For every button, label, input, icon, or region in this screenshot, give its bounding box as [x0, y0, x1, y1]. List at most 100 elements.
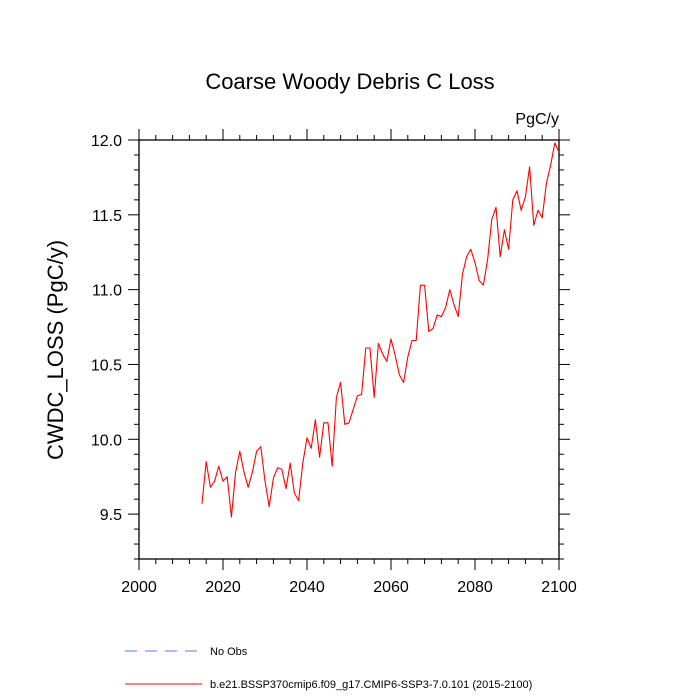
data-point: [373, 396, 375, 398]
data-point: [294, 492, 295, 494]
x-tick-label: 2020: [205, 579, 241, 596]
data-point: [537, 209, 539, 211]
data-point: [428, 331, 430, 332]
series-line: [201, 142, 560, 518]
data-point: [361, 393, 362, 395]
data-point: [504, 229, 505, 231]
data-point: [382, 353, 383, 355]
x-tick-label: 2060: [373, 579, 409, 596]
data-point: [260, 446, 262, 448]
data-point: [483, 284, 484, 286]
y-tick-label: 10.0: [91, 432, 122, 449]
data-point: [210, 486, 211, 488]
data-point: [205, 461, 207, 463]
data-point: [222, 480, 224, 482]
data-point: [348, 422, 350, 424]
data-point: [231, 516, 232, 518]
data-point: [256, 450, 257, 452]
data-point: [508, 248, 509, 250]
data-point: [487, 259, 488, 261]
data-point: [478, 280, 480, 282]
data-point: [541, 217, 543, 219]
tick-labels: 2000 2020 2040 2060 2080 2100 9.5 10.0 10.5 11.0 1…: [91, 133, 577, 596]
data-point: [352, 408, 354, 410]
data-point: [436, 314, 438, 316]
x-tick-label: 2040: [289, 579, 325, 596]
y-tick-label: 11.5: [92, 208, 122, 225]
data-point: [411, 340, 413, 341]
data-point: [466, 256, 467, 258]
data-point: [273, 477, 274, 479]
data-point: [281, 468, 283, 470]
data-point: [247, 486, 249, 488]
data-point: [390, 338, 392, 340]
y-tick-label: 12.0: [91, 133, 122, 150]
data-point: [218, 465, 220, 467]
data-point: [453, 304, 455, 306]
data-point: [394, 355, 396, 356]
x-tick-label: 2000: [121, 579, 157, 596]
data-point: [310, 447, 312, 449]
data-point: [252, 471, 253, 473]
data-point: [491, 218, 493, 220]
data-point: [264, 480, 266, 482]
data-point: [474, 262, 476, 264]
data-point: [357, 395, 358, 397]
plot-frame: [138, 139, 560, 560]
legend-label: b.e21.BSSP370cmip6.f09_g17.CMIP6-SSP3-7.…: [210, 679, 532, 691]
data-point: [445, 307, 446, 308]
data-point: [403, 382, 404, 383]
data-point: [432, 328, 434, 329]
data-point: [323, 422, 325, 424]
data-point: [441, 316, 442, 317]
data-point: [289, 462, 291, 464]
y-tick-label: 9.5: [100, 507, 122, 524]
data-point: [365, 347, 367, 349]
x-tick-label: 2080: [457, 579, 493, 596]
data-point: [516, 190, 518, 192]
data-point: [407, 356, 409, 358]
data-point: [214, 480, 216, 482]
data-point: [340, 382, 341, 383]
data-point: [378, 343, 379, 344]
data-point: [525, 196, 526, 198]
y-axis-label: CWDC_LOSS (PgC/y): [43, 240, 68, 460]
data-point: [243, 471, 245, 473]
data-point: [319, 456, 320, 458]
data-point: [285, 488, 287, 490]
data-point: [306, 437, 308, 439]
data-point: [327, 422, 329, 424]
data-point: [386, 361, 388, 362]
x-tick-label: 2100: [541, 579, 577, 596]
y-tick-label: 11.0: [92, 283, 122, 300]
data-point: [462, 274, 463, 276]
data-point: [470, 248, 472, 250]
data-point: [499, 256, 501, 258]
data-point: [277, 467, 278, 469]
data-point: [415, 340, 417, 341]
units-label: PgC/y: [515, 111, 559, 128]
data-point: [558, 151, 560, 153]
y-tick-label: 10.5: [91, 357, 122, 374]
data-point: [331, 465, 333, 467]
data-point: [495, 206, 497, 208]
series-layer: [201, 142, 560, 518]
data-point: [399, 374, 400, 376]
data-point: [554, 142, 556, 144]
data-point: [546, 182, 547, 184]
data-point: [239, 450, 241, 452]
chart-title: Coarse Woody Debris C Loss: [205, 69, 494, 94]
data-point: [520, 209, 522, 211]
data-point: [420, 284, 421, 286]
data-point: [449, 289, 451, 291]
data-point: [550, 165, 551, 166]
data-point: [512, 199, 514, 201]
data-point: [268, 506, 270, 508]
axis-ticks: [128, 129, 570, 570]
data-point: [302, 462, 304, 464]
data-point: [336, 396, 337, 398]
data-point: [315, 419, 316, 421]
data-point: [344, 423, 346, 425]
data-point: [298, 500, 299, 502]
